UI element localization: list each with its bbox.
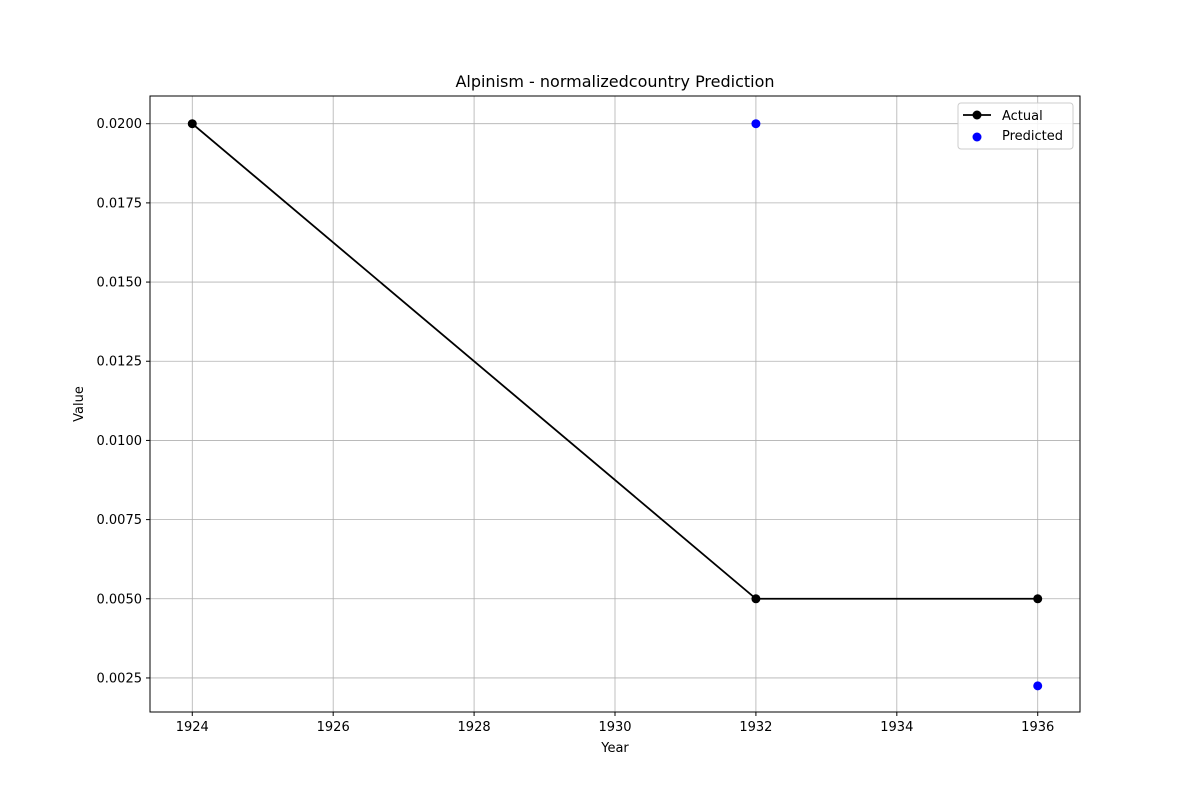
actual-point xyxy=(187,119,197,129)
y-axis-label: Value xyxy=(72,386,87,422)
y-tick-label: 0.0125 xyxy=(97,355,143,370)
x-tick-label: 1926 xyxy=(317,720,350,735)
x-tick-label: 1928 xyxy=(458,720,491,735)
legend-predicted-marker xyxy=(972,132,982,142)
actual-point xyxy=(1033,594,1043,604)
grid xyxy=(150,96,1080,712)
x-tick-label: 1930 xyxy=(598,720,631,735)
chart-title: Alpinism - normalizedcountry Prediction xyxy=(455,72,774,91)
x-tick-label: 1934 xyxy=(880,720,913,735)
legend-label: Actual xyxy=(1002,109,1043,124)
x-tick-label: 1932 xyxy=(739,720,772,735)
predicted-point xyxy=(1033,681,1043,691)
series-layer xyxy=(187,119,1043,691)
predicted-point xyxy=(751,119,761,129)
y-tick-label: 0.0100 xyxy=(97,434,143,449)
y-tick-label: 0.0150 xyxy=(97,276,143,291)
x-tick-label: 1924 xyxy=(176,720,209,735)
actual-point xyxy=(751,594,761,604)
legend: Actual Predicted xyxy=(957,102,1074,150)
ticks: 1924 1926 1928 1930 1932 1934 1936 0.0025 0.0050… xyxy=(97,117,1055,735)
x-axis-label: Year xyxy=(600,741,629,756)
y-tick-label: 0.0075 xyxy=(97,513,143,528)
y-tick-label: 0.0050 xyxy=(97,592,143,607)
legend-actual-marker xyxy=(972,110,982,120)
legend-label: Predicted xyxy=(1002,129,1063,144)
y-tick-label: 0.0175 xyxy=(97,196,143,211)
x-tick-label: 1936 xyxy=(1021,720,1054,735)
y-tick-label: 0.0025 xyxy=(97,671,143,686)
y-tick-label: 0.0200 xyxy=(97,117,143,132)
